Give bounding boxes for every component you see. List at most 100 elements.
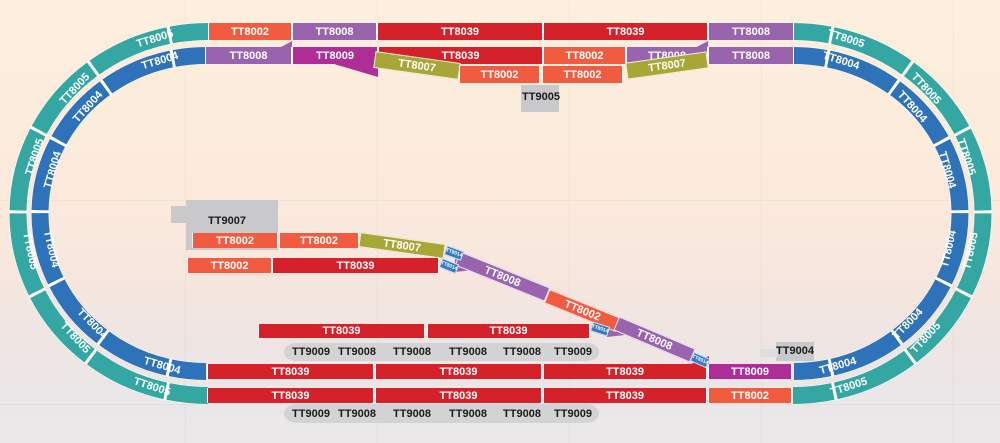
track-piece-label: TT8039 bbox=[606, 25, 645, 38]
grid-line bbox=[377, 0, 378, 443]
station-platform[interactable] bbox=[284, 343, 599, 361]
platform-section-label: TT9008 bbox=[338, 408, 376, 420]
track-piece-label: TT8002 bbox=[565, 49, 604, 62]
curve-segment-label: TT8004 bbox=[142, 355, 182, 377]
platform-section-label: TT9008 bbox=[449, 408, 487, 420]
track-piece-label: TT8039 bbox=[441, 25, 479, 38]
platform-section-label: TT9008 bbox=[393, 408, 431, 420]
curve-segment-label: TT8004 bbox=[140, 49, 180, 73]
track-piece-label: TT8002 bbox=[731, 389, 769, 402]
track-piece-tt8039[interactable]: TT8039 bbox=[375, 388, 542, 403]
track-piece-tt8002[interactable]: TT8002 bbox=[708, 388, 792, 403]
curve-segment-label: TT8005 bbox=[826, 27, 866, 51]
track-piece-tt8008[interactable]: TT8008 bbox=[708, 23, 794, 40]
track-piece-label: TT8039 bbox=[271, 389, 310, 402]
track-piece-tt8002[interactable]: TT8002 bbox=[543, 47, 626, 64]
track-piece-label: TT8002 bbox=[216, 234, 254, 247]
track-piece-label: TT8039 bbox=[322, 325, 361, 337]
grid-line bbox=[761, 0, 762, 443]
track-piece-tt8002[interactable]: TT8002 bbox=[279, 233, 359, 248]
grid-line bbox=[0, 200, 1000, 201]
accessory-box-label: TT9005 bbox=[522, 91, 560, 103]
platform-section-label: TT9009 bbox=[554, 346, 592, 358]
track-piece-label: TT8008 bbox=[229, 49, 268, 62]
track-piece-tt8039[interactable]: TT8039 bbox=[375, 364, 542, 379]
track-piece-label: TT8002 bbox=[231, 25, 269, 38]
track-piece-tt8039[interactable]: TT8039 bbox=[543, 23, 708, 40]
outer-loop-right-curve[interactable] bbox=[792, 23, 992, 404]
accessory-box[interactable] bbox=[521, 85, 559, 112]
inner-loop-right-curve[interactable] bbox=[793, 47, 969, 380]
outer-loop-left-curve[interactable] bbox=[9, 23, 209, 404]
curve-segment-label: TT8005 bbox=[829, 375, 869, 399]
track-piece-label: TT8009 bbox=[731, 365, 769, 378]
engine-shed-label: TT9007 bbox=[208, 215, 246, 227]
track-piece-label: TT8002 bbox=[563, 68, 602, 81]
track-piece-tt8002[interactable]: TT8002 bbox=[192, 233, 278, 248]
track-piece-label: TT8039 bbox=[441, 49, 480, 62]
platform-section-label: TT9009 bbox=[292, 408, 330, 420]
turnout-wedge bbox=[334, 64, 378, 77]
curve-segment-label: TT8004 bbox=[42, 150, 64, 190]
track-piece-tt8039[interactable]: TT8039 bbox=[543, 388, 707, 403]
platform-section-label: TT9008 bbox=[503, 346, 541, 358]
track-piece-label: TT8039 bbox=[336, 259, 375, 272]
accessory-box-stub[interactable] bbox=[760, 349, 778, 357]
station-platform[interactable] bbox=[284, 404, 599, 423]
track-piece-label: TT8039 bbox=[439, 365, 478, 378]
track-piece-label: TT8008 bbox=[732, 25, 770, 38]
track-piece-tt8002[interactable]: TT8002 bbox=[187, 258, 272, 273]
track-piece-tt8039[interactable]: TT8039 bbox=[207, 388, 374, 403]
track-piece-tt8008[interactable]: TT8008 bbox=[205, 47, 292, 64]
platform-section-label: TT9008 bbox=[393, 346, 431, 358]
platform-section-label: TT9009 bbox=[554, 408, 592, 420]
curve-segment-label: TT8004 bbox=[938, 229, 960, 269]
track-piece-label: TT8008 bbox=[732, 49, 770, 62]
curve-segment-label: TT8005 bbox=[135, 27, 175, 51]
accessory-box-label: TT9004 bbox=[776, 345, 814, 357]
track-piece-label: TT8039 bbox=[606, 389, 644, 402]
track-piece-tt8039[interactable]: TT8039 bbox=[207, 364, 374, 379]
track-piece-label: TT8009 bbox=[316, 49, 354, 62]
track-piece-label: TT8039 bbox=[489, 325, 528, 337]
track-piece-tt8008[interactable]: TT8008 bbox=[292, 23, 377, 40]
curve-segment-label: TT8005 bbox=[20, 231, 40, 271]
track-piece-tt8039[interactable]: TT8039 bbox=[377, 23, 543, 40]
platform-section-label: TT9008 bbox=[503, 408, 541, 420]
platform-section-label: TT9009 bbox=[292, 346, 330, 358]
track-piece-tt8002[interactable]: TT8002 bbox=[208, 23, 292, 40]
track-piece-tt8002[interactable]: TT8002 bbox=[542, 66, 623, 83]
curve-segment-label: TT8004 bbox=[818, 355, 858, 377]
track-piece-label: TT8008 bbox=[315, 25, 354, 38]
track-piece-tt8008[interactable]: TT8008 bbox=[708, 47, 794, 64]
curve-segment-label: TT8005 bbox=[961, 231, 981, 271]
platform-section-label: TT9008 bbox=[449, 346, 487, 358]
track-piece-label: TT8039 bbox=[606, 365, 644, 378]
track-piece-tt8039[interactable]: TT8039 bbox=[427, 324, 590, 338]
curve-segment-label: TT8004 bbox=[40, 229, 62, 269]
engine-shed-tab[interactable] bbox=[171, 206, 188, 223]
track-piece-tt8039[interactable]: TT8039 bbox=[258, 324, 425, 338]
track-piece-tt8039[interactable]: TT8039 bbox=[543, 364, 707, 379]
inner-loop-left-curve[interactable] bbox=[31, 47, 207, 380]
curve-segment-label: TT8004 bbox=[821, 49, 861, 73]
curve-segment-label: TT8005 bbox=[954, 137, 978, 177]
accessory-box[interactable] bbox=[776, 342, 814, 361]
track-piece-label: TT8039 bbox=[271, 365, 310, 378]
curve-segment-label: TT8005 bbox=[23, 137, 47, 177]
track-piece-label: TT8002 bbox=[300, 234, 338, 247]
track-piece-tt8009[interactable]: TT8009 bbox=[708, 364, 792, 379]
track-piece-label: TT8002 bbox=[210, 259, 249, 272]
grid-line bbox=[569, 0, 570, 443]
track-piece-tt8039[interactable]: TT8039 bbox=[272, 258, 439, 273]
curve-segment-label: TT8005 bbox=[132, 375, 172, 399]
track-piece-tt8002[interactable]: TT8002 bbox=[459, 66, 540, 83]
curve-segment-label: TT8004 bbox=[936, 150, 958, 190]
track-piece-label: TT8002 bbox=[480, 68, 519, 81]
track-piece-label: TT8039 bbox=[439, 389, 478, 402]
platform-section-label: TT9008 bbox=[338, 346, 376, 358]
